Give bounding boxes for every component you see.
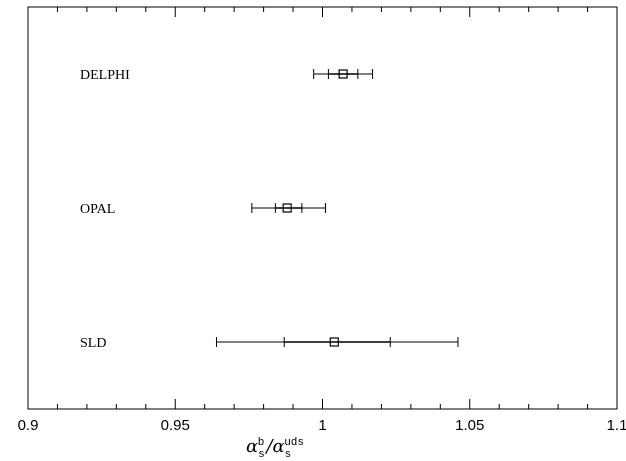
x-axis-label: αsb/αsuds <box>246 436 304 461</box>
experiment-point-sld <box>215 337 459 347</box>
experiment-label: OPAL <box>80 202 115 217</box>
x-label-num-sub: s <box>258 449 265 461</box>
x-tick-label: 0.95 <box>161 417 190 434</box>
data-points <box>215 69 459 347</box>
experiment-label: SLD <box>80 336 106 351</box>
experiment-label: DELPHI <box>80 68 130 83</box>
x-label-symbol-num: α <box>246 436 258 457</box>
x-label-separator: / <box>264 436 274 457</box>
x-ticks: 0.9 0.95 1 1.05 1.1 <box>18 7 626 434</box>
x-tick-label: 1.1 <box>607 417 626 434</box>
x-label-num-sup: b <box>258 437 265 449</box>
experiment-point-opal <box>251 203 326 213</box>
x-label-den-sup: uds <box>284 437 304 449</box>
x-tick-label: 0.9 <box>18 417 39 434</box>
x-label-symbol-den: α <box>272 436 284 457</box>
x-label-den-sub: s <box>285 449 292 461</box>
x-tick-label: 1 <box>318 417 326 434</box>
central-value-marker <box>329 337 339 347</box>
central-value-marker <box>338 69 348 79</box>
central-value-marker <box>282 203 292 213</box>
experiment-labels: DELPHI OPAL SLD <box>80 68 130 351</box>
x-tick-label: 1.05 <box>455 417 484 434</box>
experiment-point-delphi <box>313 69 374 79</box>
